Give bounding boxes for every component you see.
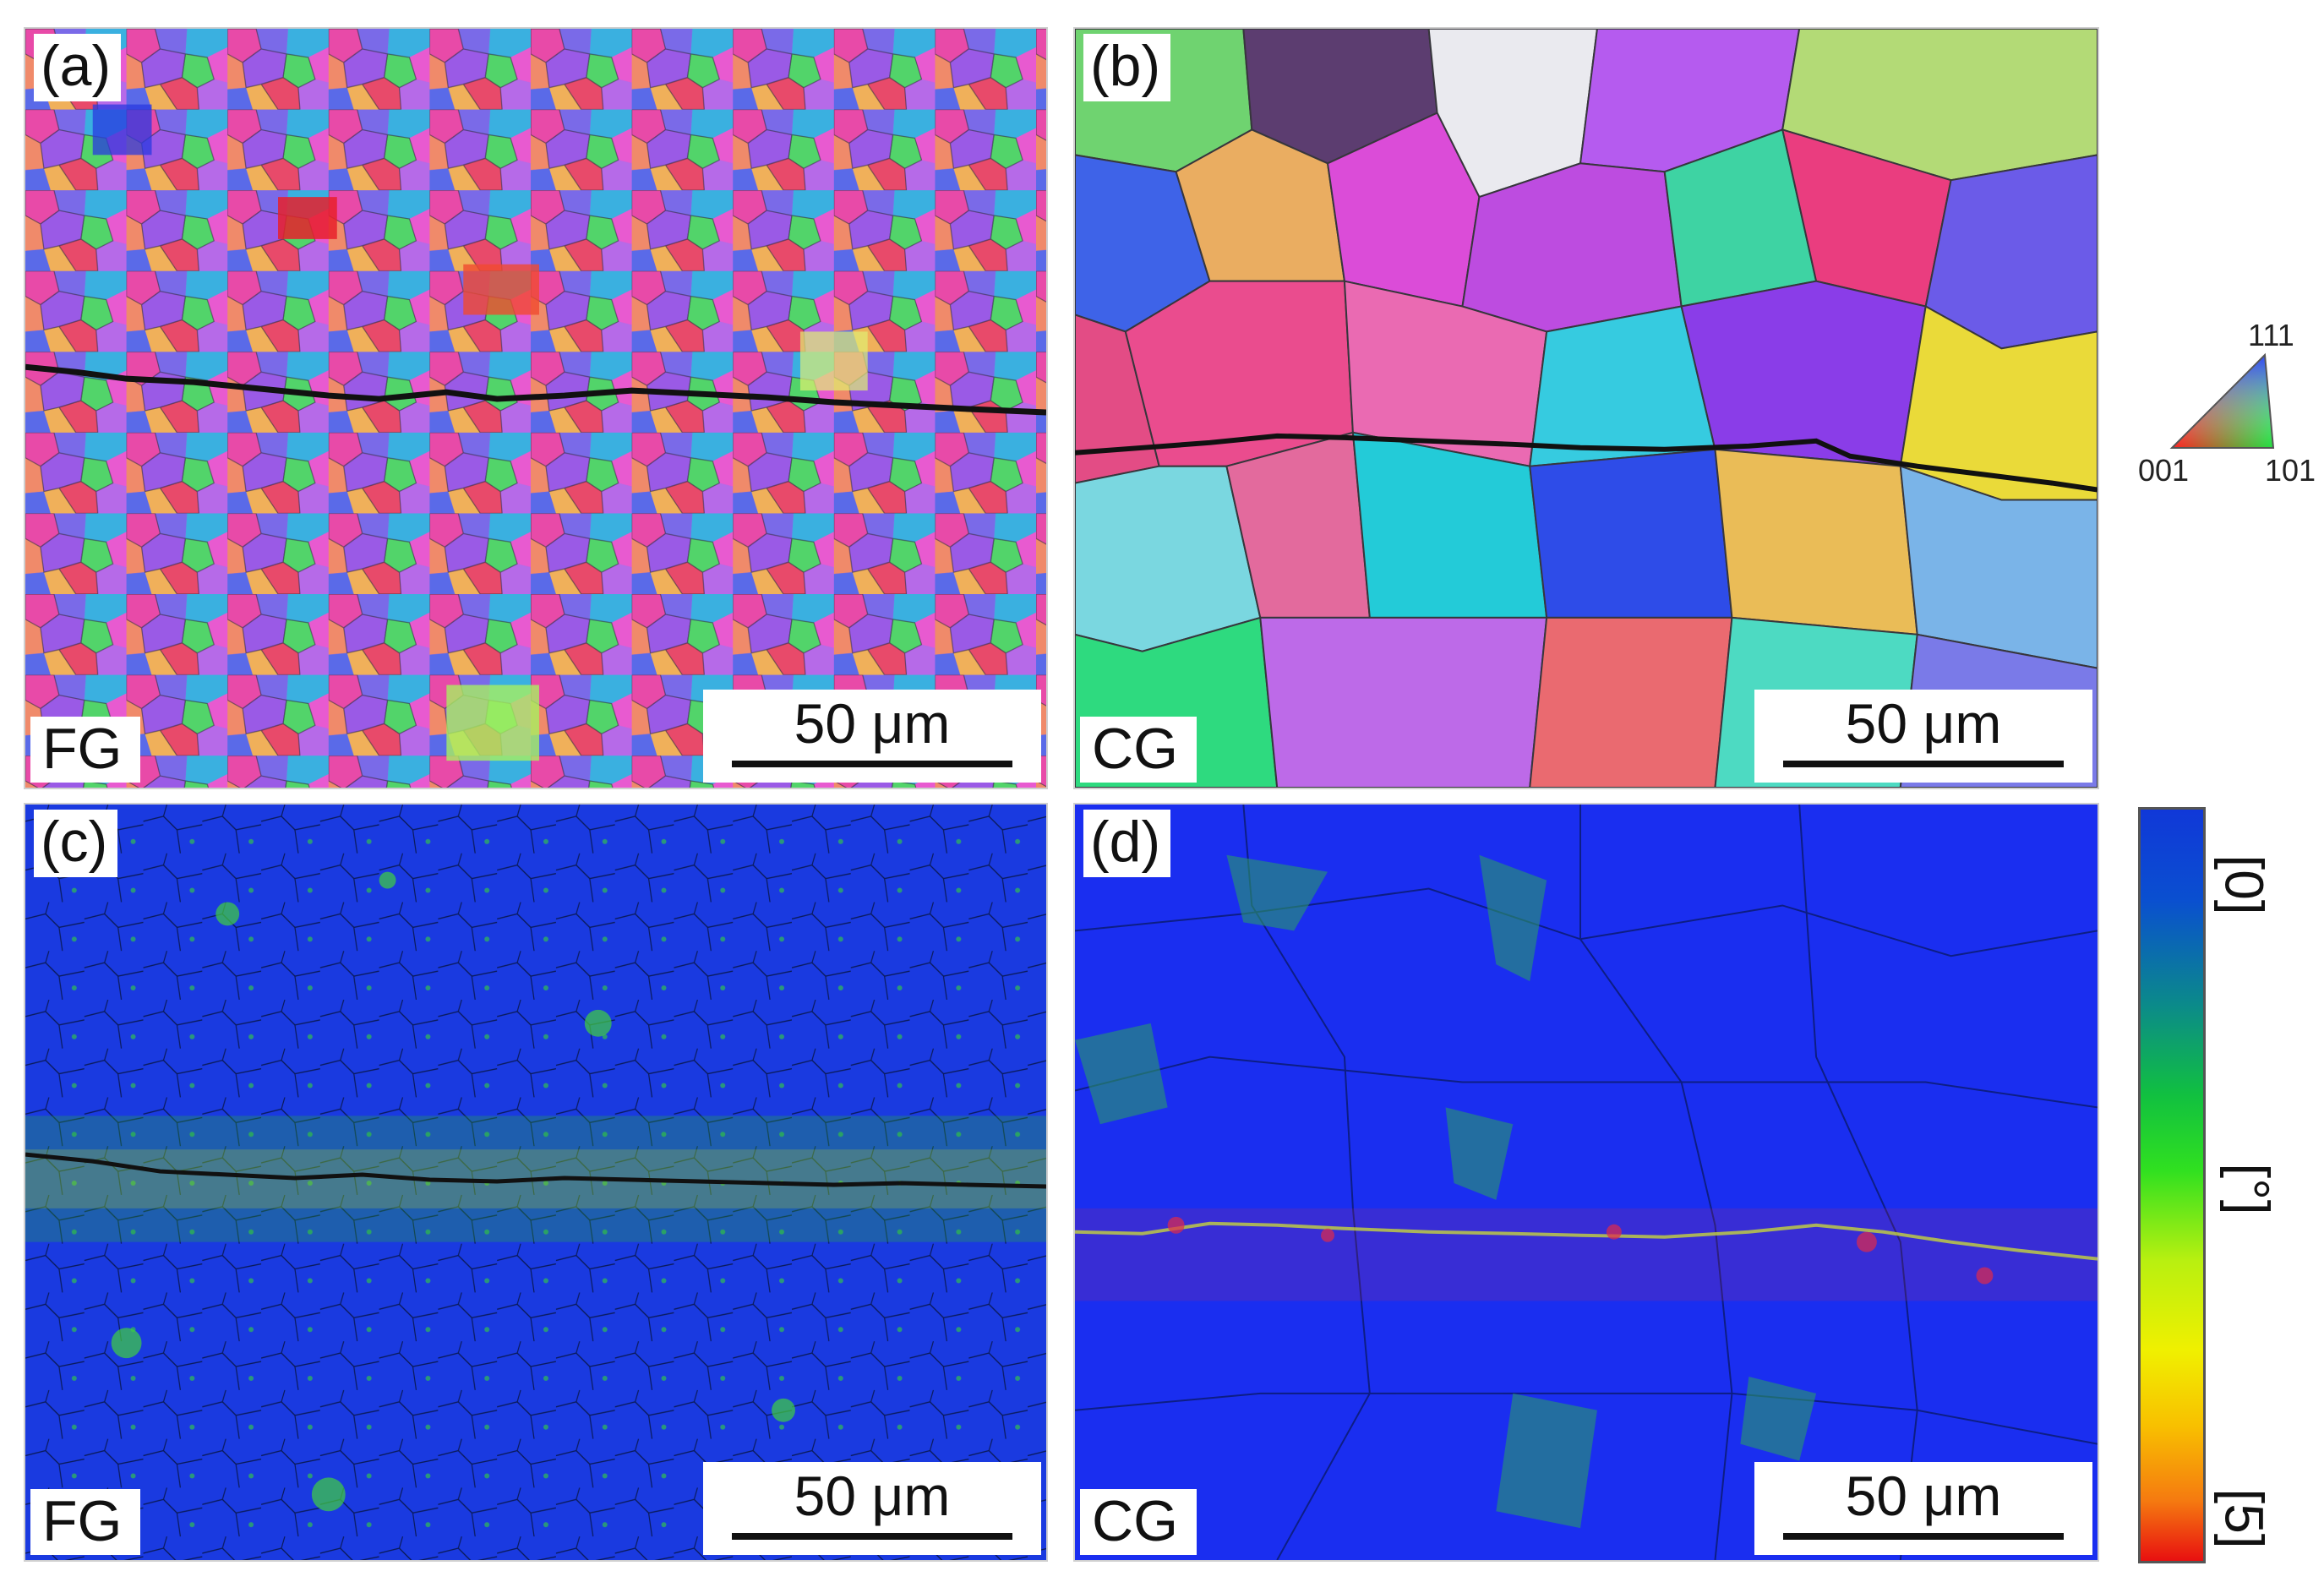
ipf-fine-grain-map xyxy=(25,29,1046,788)
sample-label: CG xyxy=(1080,717,1197,783)
scale-bar-line xyxy=(1783,761,2064,767)
panel-label: (b) xyxy=(1083,34,1171,101)
kam-fine-grain-map xyxy=(25,805,1046,1560)
panel-label: (c) xyxy=(34,810,118,877)
ipf-triangle xyxy=(2169,352,2275,449)
scale-bar: 50 μm xyxy=(703,690,1041,783)
kam-label-unit: [°] xyxy=(2219,1163,2281,1215)
ipf-label-001: 001 xyxy=(2138,453,2190,488)
scale-bar-line xyxy=(1783,1533,2064,1540)
scale-bar-label: 50 μm xyxy=(1845,692,2002,755)
panel-a: (a) FG 50 μm xyxy=(24,27,1048,789)
sample-label: FG xyxy=(30,1489,141,1555)
panel-label: (a) xyxy=(34,34,122,101)
kam-label-min: [0] xyxy=(2213,854,2275,915)
scale-bar-line xyxy=(732,1533,1012,1540)
kam-coarse-grain-map xyxy=(1075,805,2098,1560)
ipf-label-111: 111 xyxy=(2248,318,2294,352)
sample-label: CG xyxy=(1080,1489,1197,1555)
scale-bar-line xyxy=(732,761,1012,767)
ipf-label-101: 101 xyxy=(2265,453,2316,488)
scale-bar: 50 μm xyxy=(1754,1462,2092,1555)
scale-bar: 50 μm xyxy=(703,1462,1041,1555)
kam-color-bar xyxy=(2138,807,2206,1563)
panel-c: (c) FG 50 μm xyxy=(24,803,1048,1562)
scale-bar-label: 50 μm xyxy=(794,1465,951,1527)
scale-bar: 50 μm xyxy=(1754,690,2092,783)
panel-b: (b) CG 50 μm xyxy=(1073,27,2099,789)
scale-bar-label: 50 μm xyxy=(794,692,951,755)
scale-bar-label: 50 μm xyxy=(1845,1465,2002,1527)
kam-label-max: [5] xyxy=(2213,1488,2275,1549)
ipf-color-key: 111 001 101 xyxy=(2138,318,2324,490)
ipf-coarse-grain-map xyxy=(1075,29,2098,788)
panel-d: (d) CG 50 μm xyxy=(1073,803,2099,1562)
panel-label: (d) xyxy=(1083,810,1171,877)
sample-label: FG xyxy=(30,717,141,783)
